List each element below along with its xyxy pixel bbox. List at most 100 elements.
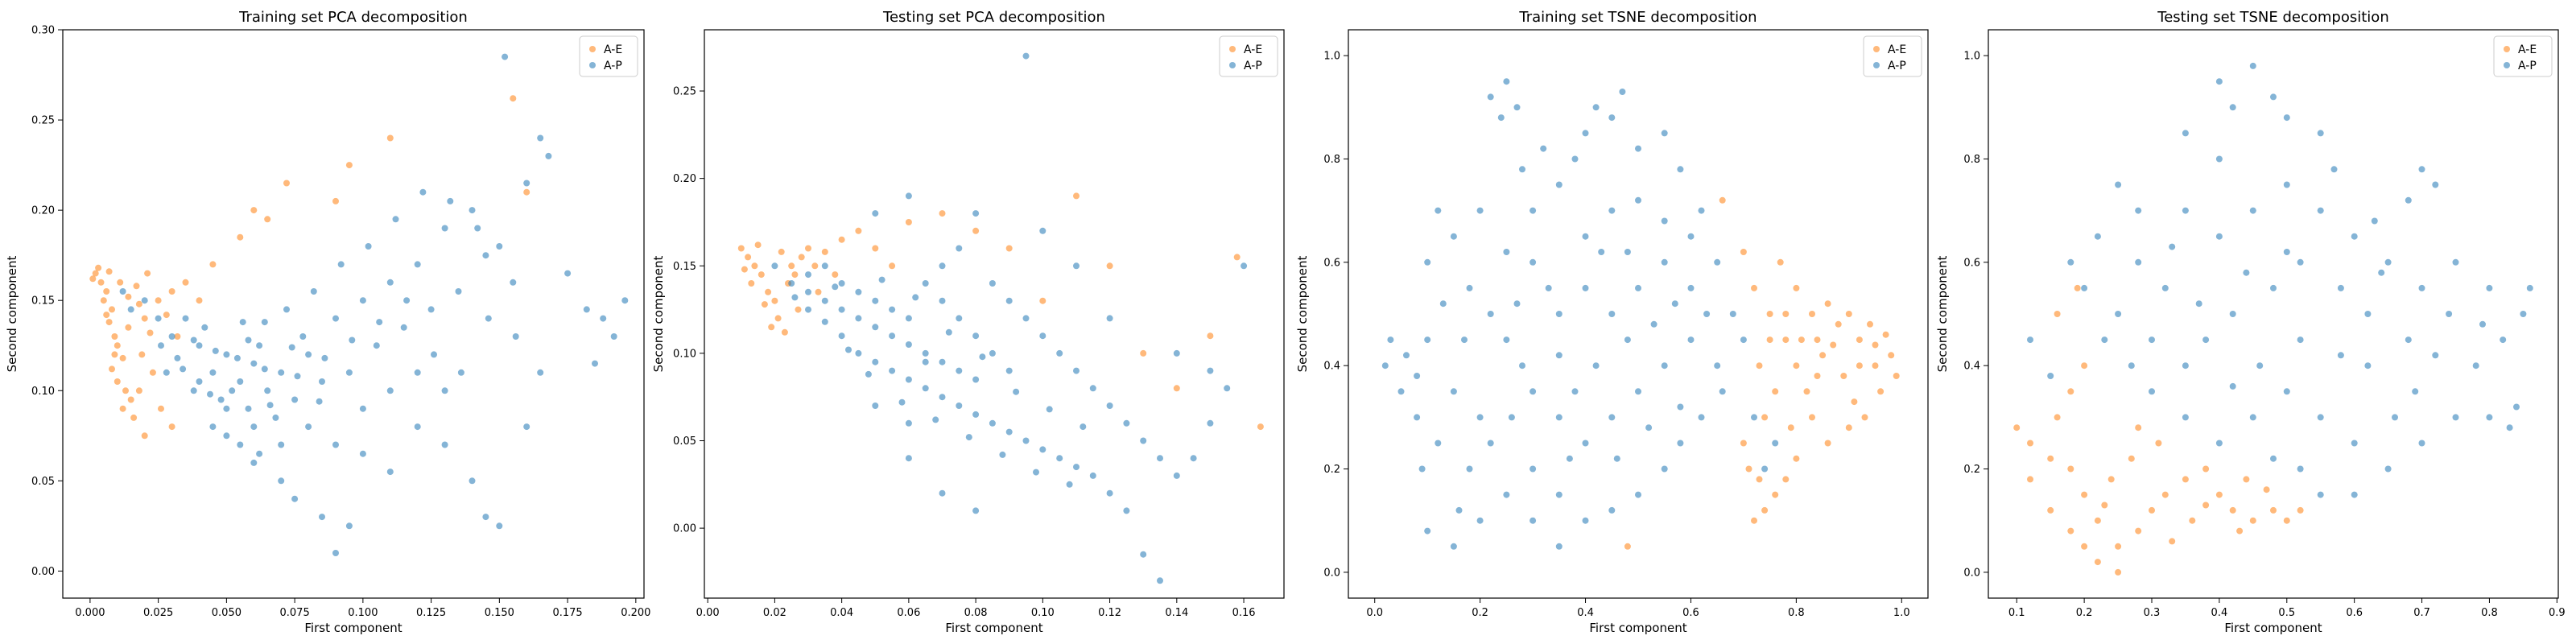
scatter-point [989,419,996,427]
scatter-point [956,402,963,409]
scatter-point [1450,543,1457,550]
scatter-point [2215,440,2223,447]
scatter-point [2330,166,2338,173]
scatter-point [761,301,768,308]
scatter-point [496,522,503,530]
scatter-point [1530,465,1537,473]
scatter-point [2067,388,2074,395]
scatter-point [1661,258,1668,266]
scatter-point [1435,440,1442,447]
scatter-point [905,315,912,322]
scatter-point [583,306,590,313]
legend-label: A-E [2518,43,2537,56]
scatter-point [1555,491,1563,498]
scatter-point [2182,130,2189,137]
scatter-point [1066,481,1073,488]
scatter-point [1555,352,1563,359]
scatter-point [359,405,366,412]
scatter-point [2027,476,2033,483]
scatter-point [905,219,912,225]
scatter-point [1777,258,1784,266]
scatter-point [2101,336,2108,344]
scatter-point [1856,362,1863,369]
scatter-point [1022,437,1030,444]
x-axis-label: First component [2224,621,2322,635]
scatter-point [2371,217,2378,225]
scatter-point [158,342,164,349]
scatter-point [2384,465,2392,473]
plot-frame [1348,29,1929,599]
scatter-point [939,210,946,217]
y-tick-label: 0.4 [1963,361,1980,373]
x-tick-label: 0.050 [212,607,242,619]
scatter-point [2094,559,2101,566]
y-tick-label: 0.00 [31,566,55,578]
scatter-point [1013,388,1020,395]
scatter-point [905,419,912,427]
scatter-point [147,329,154,336]
scatter-point [2337,352,2344,359]
scatter-point [305,423,312,431]
scatter-point [1497,114,1505,122]
scatter-point [1513,300,1521,308]
scatter-point [89,275,97,283]
scatter-point [196,297,203,304]
scatter-point [1772,388,1779,395]
scatter-point [758,271,765,279]
scatter-point [119,405,126,412]
scatter-point [889,332,896,340]
scatter-point [455,288,462,295]
y-axis-label: Second component [1295,255,1310,372]
scatter-point [2115,311,2122,317]
scatter-point [989,349,996,357]
x-tick-label: 0.4 [1577,607,1594,619]
y-tick-label: 0.25 [31,115,55,127]
scatter-point [2486,284,2493,291]
scatter-point [141,315,148,322]
scatter-point [1387,336,1394,344]
scatter-point [1635,284,1641,291]
scatter-point [144,270,151,277]
scatter-point [2513,403,2520,411]
scatter-point [209,423,217,431]
plot-frame [62,29,645,599]
x-tick-label: 0.2 [2076,607,2093,619]
scatter-point [956,245,963,252]
scatter-point [1608,506,1616,514]
scatter-point [163,369,170,376]
scatter-point [1157,455,1163,462]
scatter-point [1173,385,1180,392]
scatter-point [1106,402,1113,409]
x-tick-label: 0.16 [1232,607,1256,619]
scatter-point [1608,114,1616,122]
scatter-point [1123,507,1130,514]
chart-title: Testing set PCA decomposition [882,9,1105,26]
scatter-point [174,333,181,340]
series-A-P [119,53,629,556]
scatter-point [1571,388,1579,395]
scatter-point [1888,352,1895,359]
scatter-point [386,387,394,394]
scatter-point [1022,315,1030,322]
scatter-point [774,315,782,322]
scatter-point [1835,320,1842,328]
scatter-point [1233,254,1241,261]
scatter-point [2149,506,2155,514]
x-tick-label: 0.6 [2346,607,2363,619]
scatter-point [2115,543,2122,550]
scatter-point [781,328,788,336]
scatter-point [872,245,879,252]
scatter-point [1872,341,1879,349]
scatter-point [283,180,290,187]
scatter-point [1782,476,1790,483]
scatter-point [1555,181,1563,188]
scatter-point [403,297,411,304]
scatter-point [956,367,963,374]
scatter-point [821,297,828,304]
scatter-point [1039,227,1046,234]
scatter-point [1397,388,1405,395]
scatter-point [922,385,929,392]
scatter-point [376,319,383,326]
scatter-point [168,333,175,340]
